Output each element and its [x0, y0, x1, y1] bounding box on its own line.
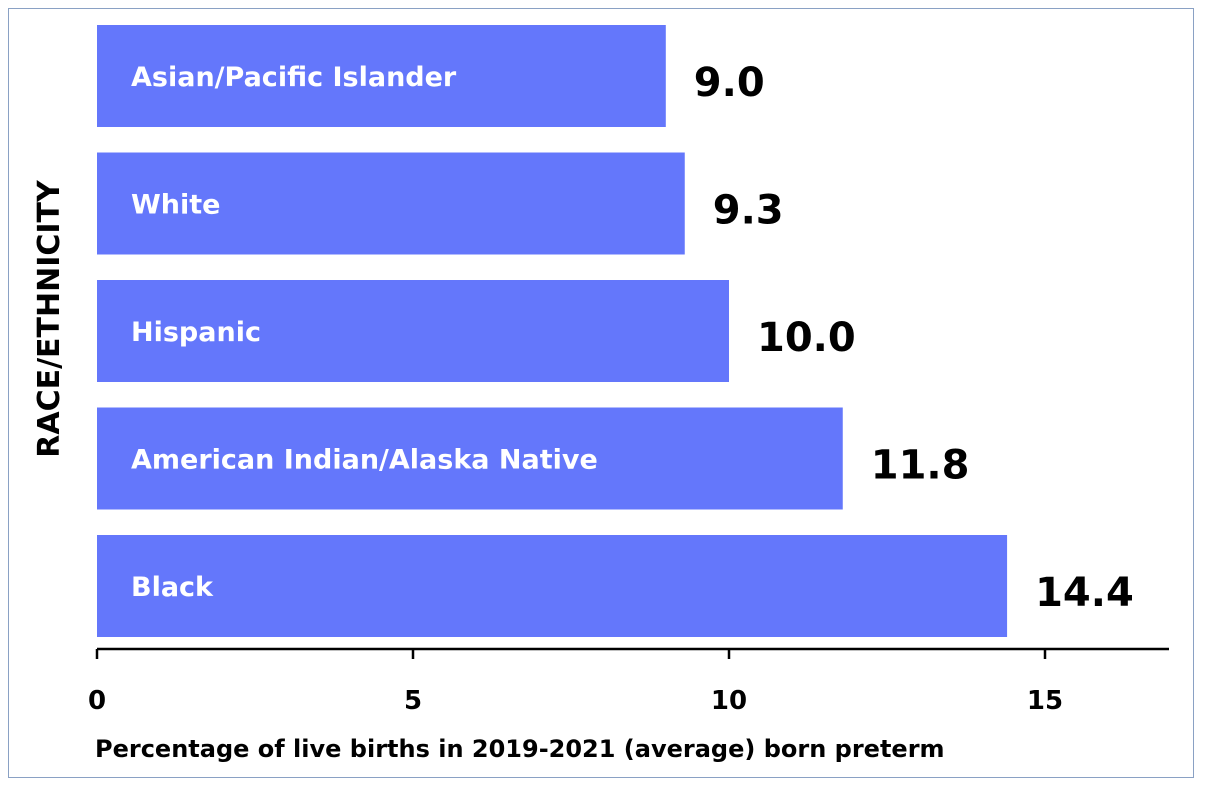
bar-category-label: Asian/Pacific Islander [131, 62, 457, 93]
bar-category-label: Black [131, 572, 214, 603]
bar-group: Asian/Pacific Islander 9.0 [97, 25, 765, 127]
bar-chart: Asian/Pacific Islander 9.0 White 9.3 Hispani… [32, 25, 1169, 763]
x-tick-label: 10 [711, 686, 747, 716]
bar [97, 152, 685, 255]
bars-group: Asian/Pacific Islander 9.0 White 9.3 Hispani… [97, 25, 1134, 637]
bar-group: White 9.3 [97, 152, 784, 255]
bar-category-label: White [131, 190, 220, 221]
x-tick-label: 5 [404, 686, 422, 716]
bar-group: Black 14.4 [97, 535, 1134, 637]
bar [97, 25, 666, 127]
bar [97, 407, 843, 510]
bar-category-label: Hispanic [131, 317, 261, 348]
bar-value-label: 10.0 [757, 315, 856, 361]
chart-frame: Asian/Pacific Islander 9.0 White 9.3 Hispani… [8, 8, 1194, 778]
bar-group: Hispanic 10.0 [97, 280, 856, 382]
x-tick-label: 15 [1027, 686, 1063, 716]
x-axis-title: Percentage of live births in 2019-2021 (… [95, 735, 945, 763]
bar-value-label: 9.0 [694, 60, 765, 106]
bar-group: American Indian/Alaska Native 11.8 [97, 407, 970, 510]
bar [97, 535, 1008, 637]
bar-category-label: American Indian/Alaska Native [131, 445, 598, 476]
x-axis: 0 5 10 15 [88, 647, 1169, 716]
bar-value-label: 11.8 [871, 443, 970, 489]
bar-value-label: 9.3 [713, 188, 784, 234]
bar-value-label: 14.4 [1035, 570, 1134, 616]
bar [97, 280, 729, 382]
x-tick-label: 0 [88, 686, 106, 716]
y-axis-title: RACE/ETHNICITY [32, 179, 67, 458]
